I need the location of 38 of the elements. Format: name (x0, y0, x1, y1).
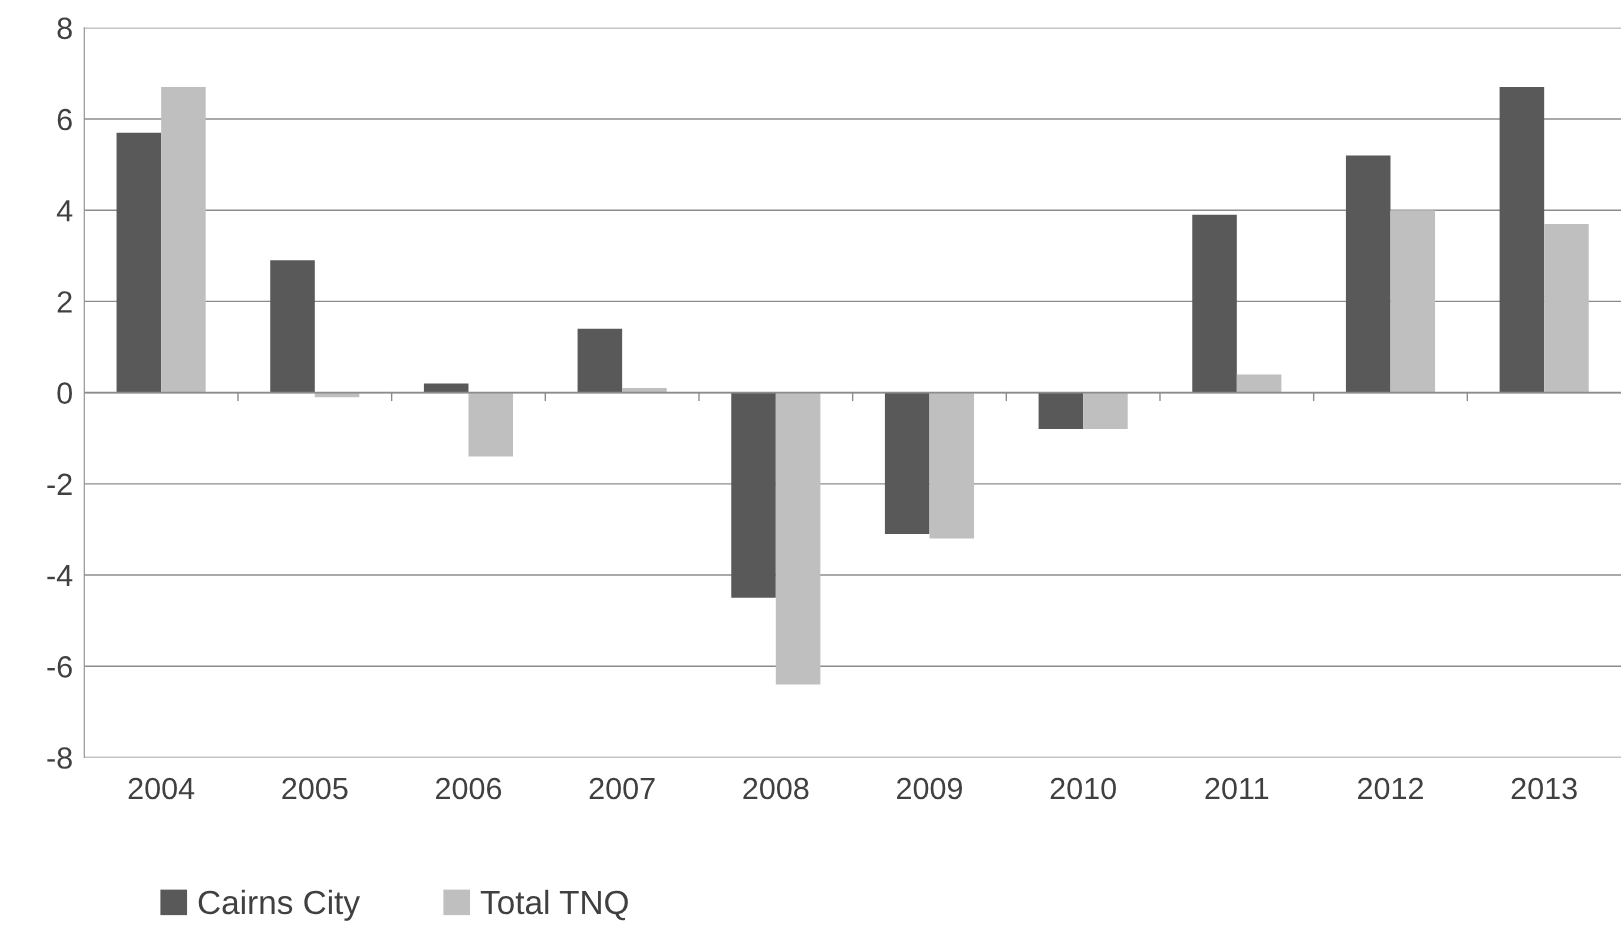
bar (929, 392, 975, 539)
y-tick-label: -4 (47, 565, 73, 587)
x-tick-label: 2004 (128, 777, 195, 800)
bar (731, 392, 776, 598)
x-tick-label: 2012 (1358, 777, 1423, 800)
x-tick-label: 2010 (1050, 777, 1116, 800)
bar (775, 392, 821, 685)
bar (1544, 223, 1589, 393)
bar (1192, 214, 1237, 393)
y-tick-label: 6 (57, 108, 72, 131)
bar (270, 260, 315, 393)
x-tick-label: 2009 (897, 777, 963, 800)
bar (1390, 210, 1436, 393)
y-tick-label: 4 (56, 200, 73, 222)
bar (161, 87, 206, 393)
bar (577, 328, 623, 393)
bar (1083, 392, 1128, 430)
x-tick-label: 2008 (743, 777, 809, 800)
bar (1345, 155, 1391, 393)
bar (1038, 392, 1084, 430)
x-tick-label: 2007 (589, 777, 655, 800)
y-tick-label: 2 (57, 291, 72, 313)
legend-label: Cairns City (198, 889, 360, 921)
bar (1236, 374, 1282, 393)
y-tick-label: -8 (47, 747, 72, 769)
y-tick-label: 8 (57, 17, 72, 40)
legend-label: Total TNQ (480, 889, 628, 921)
y-tick-label: -6 (47, 655, 72, 678)
bar (468, 392, 514, 457)
x-tick-label: 2013 (1511, 777, 1577, 800)
bar (116, 132, 162, 393)
x-tick-label: 2005 (282, 777, 348, 800)
bar (884, 392, 930, 534)
x-tick-label: 2011 (1205, 777, 1269, 800)
y-tick-label: 0 (57, 382, 72, 404)
y-tick-label: -2 (47, 473, 72, 495)
x-tick-label: 2006 (436, 777, 502, 800)
bar (1499, 87, 1545, 393)
